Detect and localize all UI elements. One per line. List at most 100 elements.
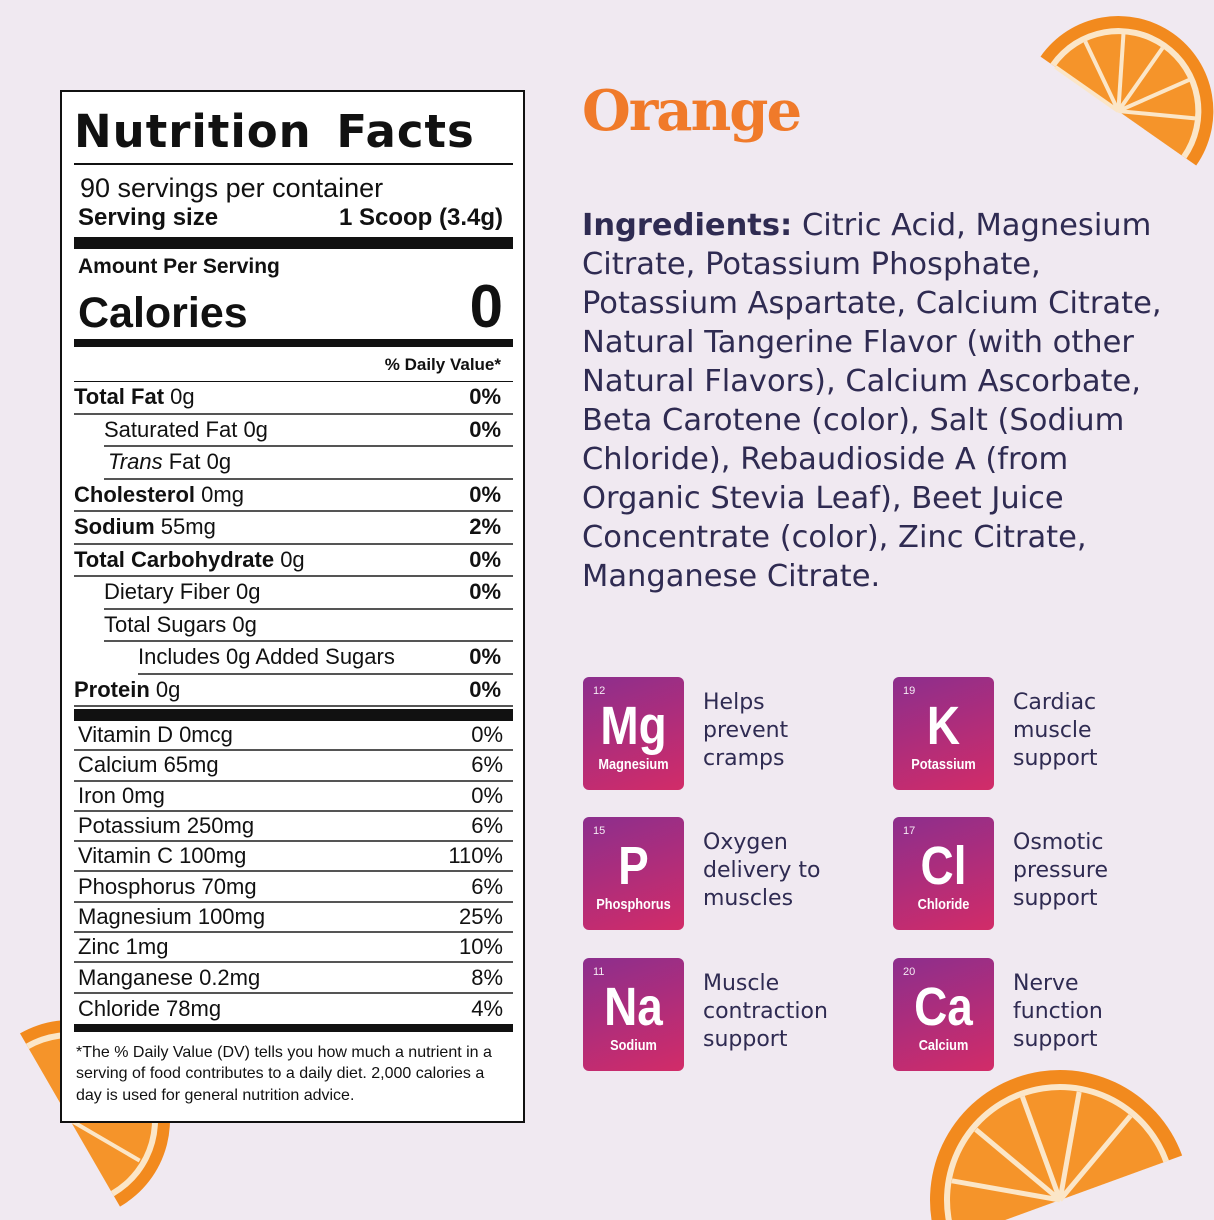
vitamin-name: Chloride 78mg (78, 995, 222, 1021)
nutrient-row: Total Sugars 0g (104, 610, 513, 642)
nutrient-label: Total Sugars (104, 611, 227, 637)
vitamin-name: Potassium 250mg (78, 813, 255, 839)
element-symbol: Na (604, 977, 663, 1037)
daily-value-header: % Daily Value* (74, 347, 513, 382)
amount-per-serving: Amount Per Serving (78, 255, 280, 278)
serving-size-label: Serving size (78, 204, 219, 231)
nutrient-amount: 0g (232, 611, 257, 637)
element-benefit: Oxygen delivery to muscles (703, 830, 821, 911)
atomic-number: 11 (593, 966, 605, 978)
orange-slice-top-right-image (1040, 16, 1214, 166)
footnote: *The % Daily Value (DV) tells you how mu… (74, 1032, 513, 1107)
nutrient-name: Includes 0g Added Sugars (138, 644, 395, 670)
nutrient-name: Sodium 55mg (74, 514, 216, 540)
vitamin-name: Vitamin C 100mg (78, 843, 247, 869)
footnote-star: * (76, 1043, 83, 1061)
nutrient-dv: 0% (469, 481, 501, 507)
vitamin-name: Calcium 65mg (78, 752, 219, 778)
nutrient-row: Saturated Fat 0g 0% (104, 415, 513, 447)
element-symbol: K (926, 696, 961, 756)
nutrient-name: Cholesterol 0mg (74, 482, 244, 508)
atomic-number: 19 (903, 685, 916, 697)
orange-slice-bottom-right-image (930, 1070, 1183, 1220)
nutrient-dv: 2% (469, 514, 501, 540)
vitamin-row: Vitamin C 100mg 110% (74, 842, 513, 873)
vitamin-row: Potassium 250mg 6% (74, 812, 513, 843)
nutrient-name: Saturated Fat 0g (104, 417, 268, 443)
nutrient-row: Protein 0g 0% (74, 675, 513, 707)
element-name: Calcium (918, 1037, 969, 1054)
nutrient-list: Total Fat 0g 0% Saturated Fat 0g 0% Trans Fa… (74, 382, 513, 707)
vitamin-dv: 4% (471, 995, 503, 1021)
vitamin-name: Phosphorus 70mg (78, 873, 257, 899)
vitamin-name: Zinc 1mg (78, 934, 169, 960)
element-benefit: Helps prevent cramps (703, 690, 789, 771)
element-tile-potassium: 19 K Potassium (893, 677, 994, 790)
nutrient-amount: 0g (155, 676, 181, 702)
vitamin-dv: 0% (471, 782, 503, 808)
element-benefit: Cardiac muscle support (1013, 690, 1098, 771)
vitamin-row: Calcium 65mg 6% (74, 751, 513, 782)
vitamin-row: Phosphorus 70mg 6% (74, 872, 513, 903)
servings-per-container: 90 servings per container (80, 173, 384, 203)
thick-divider (74, 339, 513, 347)
divider (74, 163, 513, 165)
element-symbol: Ca (914, 977, 973, 1037)
nutrient-amount: 0g (243, 416, 268, 442)
nutrient-dv: 0% (469, 546, 501, 572)
element-symbol: Mg (600, 696, 667, 756)
vitamin-name: Manganese 0.2mg (78, 964, 261, 990)
vitamin-name: Vitamin D 0mcg (78, 722, 233, 748)
vitamin-name: Iron 0mg (78, 782, 165, 808)
vitamin-row: Chloride 78mg 4% (74, 994, 513, 1024)
nutrient-row: Dietary Fiber 0g 0% (104, 577, 513, 610)
vitamin-name: Magnesium 100mg (78, 903, 266, 929)
element-tile-magnesium: 12 Mg Magnesium (583, 677, 684, 790)
vitamin-row: Zinc 1mg 10% (74, 933, 513, 964)
vitamin-dv: 8% (471, 964, 503, 990)
atomic-number: 12 (593, 685, 606, 697)
calories-value: 0 (469, 273, 503, 340)
serving-size-value: 1 Scoop (3.4g) (338, 204, 503, 231)
vitamin-dv: 25% (458, 903, 503, 929)
thick-divider (74, 237, 513, 249)
element-tile-sodium: 11 Na Sodium (583, 958, 684, 1071)
serving-size: Serving size 1 Scoop (3.4g) (74, 203, 513, 233)
element-name: Magnesium (598, 756, 669, 773)
element-symbol: P (618, 836, 649, 896)
element-name: Sodium (610, 1037, 657, 1054)
atomic-number: 17 (903, 825, 916, 837)
nutrient-amount: 0mg (201, 481, 244, 507)
calories-row: Calories 0 (74, 273, 513, 340)
nutrient-row: Total Carbohydrate 0g 0% (74, 545, 513, 577)
vitamin-row: Magnesium 100mg 25% (74, 903, 513, 934)
nutrient-row: Total Fat 0g 0% (74, 382, 513, 415)
element-benefit: Osmotic pressure support (1013, 830, 1109, 911)
nutrient-amount: 55mg (160, 514, 216, 540)
element-tile-calcium: 20 Ca Calcium (893, 958, 994, 1071)
vitamin-dv: 10% (458, 934, 503, 960)
vitamin-row: Vitamin D 0mcg 0% (74, 721, 513, 752)
ingredients: Ingredients: Citric Acid, Magnesium Citr… (582, 206, 1162, 596)
nutrient-row: Sodium 55mg 2% (74, 512, 513, 545)
element-name: Phosphorus (596, 896, 671, 913)
vitamin-dv: 0% (471, 722, 503, 748)
element-symbol: Cl (920, 836, 967, 896)
nutrient-dv: 0% (469, 644, 501, 670)
element-name: Potassium (911, 756, 976, 773)
nutrient-label: Trans (108, 449, 163, 475)
nutrient-dv: 0% (469, 416, 501, 442)
element-benefit: Nerve function support (1013, 971, 1103, 1052)
nutrient-label: Dietary Fiber (104, 579, 230, 605)
nutrient-name: Dietary Fiber 0g (104, 579, 261, 605)
nutrient-name: Protein 0g (74, 677, 180, 703)
element-benefit: Muscle contraction support (703, 971, 828, 1052)
vitamin-list: Vitamin D 0mcg 0% Calcium 65mg 6% Iron 0mg 0%… (74, 721, 513, 1024)
nutrient-label: Includes 0g Added Sugars (138, 644, 395, 670)
vitamin-dv: 6% (471, 813, 503, 839)
nutrient-label: Saturated Fat (104, 416, 238, 442)
nutrient-amount: 0g (236, 579, 261, 605)
nutrient-label: Total Fat (74, 384, 165, 410)
thick-divider (74, 709, 513, 721)
nutrient-row: Trans Fat 0g (104, 447, 513, 480)
